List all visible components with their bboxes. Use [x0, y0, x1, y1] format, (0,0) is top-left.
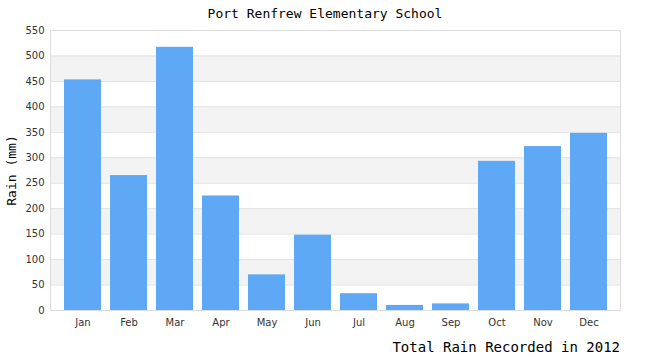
- svg-text:Apr: Apr: [212, 317, 230, 328]
- svg-text:Jul: Jul: [352, 317, 365, 328]
- svg-text:400: 400: [25, 101, 44, 112]
- svg-text:50: 50: [32, 279, 45, 290]
- html-text:Port Renfrew Elementary School: Port Renfrew Elementary School: [207, 6, 443, 21]
- svg-text:150: 150: [25, 228, 44, 239]
- svg-text:Nov: Nov: [533, 317, 553, 328]
- svg-text:Dec: Dec: [579, 317, 598, 328]
- svg-text:Jun: Jun: [304, 317, 321, 328]
- svg-text:Oct: Oct: [488, 317, 505, 328]
- svg-text:Aug: Aug: [395, 317, 415, 328]
- svg-text:Jan: Jan: [74, 317, 90, 328]
- svg-text:Feb: Feb: [120, 317, 138, 328]
- svg-text:0: 0: [38, 305, 44, 316]
- html-text:Total Rain Recorded in 2012: Total Rain Recorded in 2012: [392, 339, 620, 355]
- svg-text:200: 200: [25, 203, 44, 214]
- svg-text:Rain (mm): Rain (mm): [4, 135, 19, 205]
- svg-text:May: May: [257, 317, 278, 328]
- svg-text:Mar: Mar: [166, 317, 186, 328]
- svg-text:350: 350: [25, 127, 44, 138]
- svg-text:250: 250: [25, 177, 44, 188]
- svg-text:300: 300: [25, 152, 44, 163]
- svg-text:500: 500: [25, 50, 44, 61]
- svg-text:450: 450: [25, 76, 44, 87]
- svg-text:100: 100: [25, 254, 44, 265]
- svg-text:Sep: Sep: [442, 317, 461, 328]
- svg-text:550: 550: [25, 25, 44, 36]
